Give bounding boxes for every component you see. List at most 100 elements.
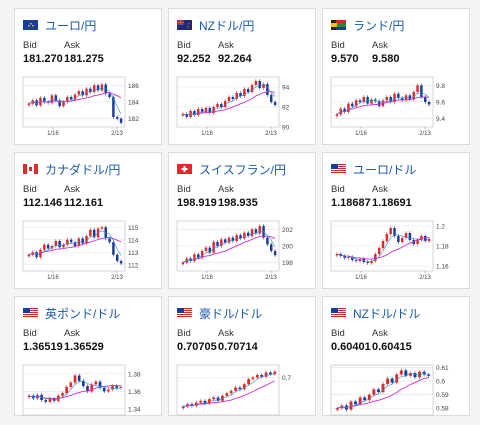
rate-chart[interactable]: 1.381.361.34: [21, 361, 143, 425]
rate-chart[interactable]: 94 92 90 1/16 2/13: [175, 73, 297, 137]
short-moving-average-line: [336, 92, 430, 115]
x-tick-label: 2/13: [419, 131, 431, 137]
candle-body: [270, 95, 273, 102]
currency-pair-title[interactable]: NZドル/円: [177, 17, 254, 33]
candle-body: [422, 371, 426, 375]
y-tick-label: 1.2: [436, 224, 445, 231]
candle-body: [424, 97, 427, 102]
candle-body: [234, 387, 237, 391]
candle-body: [408, 233, 412, 240]
y-tick-label: 1.38: [128, 371, 141, 378]
currency-pair-label[interactable]: ユーロ/円: [45, 18, 97, 33]
candle-body: [266, 237, 269, 245]
moving-average-line: [28, 384, 121, 400]
currency-pair-title[interactable]: ユーロ/ドル: [331, 161, 416, 177]
ca-flag-icon: [23, 164, 38, 174]
candle-body: [107, 389, 110, 392]
candle-body: [208, 247, 212, 253]
rate-chart[interactable]: 0.61 0.6 0.59 0.58: [329, 361, 451, 425]
candle-body: [77, 91, 81, 95]
candle-body: [43, 244, 46, 250]
bid-label: Bid: [177, 328, 191, 339]
bid-label: Bid: [331, 40, 345, 51]
candle-body: [108, 238, 111, 243]
currency-pair-title[interactable]: 豪ドル/ドル: [177, 305, 262, 321]
currency-pair-title[interactable]: NZドル/ドル: [331, 305, 420, 321]
rate-chart[interactable]: 115 114 113 112 1/16 2/13: [21, 217, 143, 281]
candle-body: [81, 238, 84, 244]
candle-body: [385, 234, 389, 241]
candle-body: [416, 85, 419, 92]
candle-body: [389, 97, 392, 102]
currency-pair-label[interactable]: 豪ドル/ドル: [199, 306, 263, 321]
short-moving-average-line: [182, 84, 276, 116]
currency-card[interactable]: NZドル/円 Bid Ask 92.252 92.264 94 92 90 1/16 2/13: [168, 8, 316, 145]
ch-flag-icon: [177, 164, 192, 174]
candle-body: [273, 251, 277, 256]
rate-chart[interactable]: 202 200 198 1/16 2/13: [175, 217, 297, 281]
candle-body: [96, 85, 100, 91]
candle-body: [54, 241, 58, 246]
currency-card[interactable]: 英ポンド/ドル Bid Ask 1.36519 1.36529 1.38 1.36 1.34: [14, 296, 162, 416]
rate-chart[interactable]: 186 184 182 1/16 2/13: [21, 73, 143, 137]
currency-pair-title[interactable]: ユーロ/円: [23, 17, 96, 33]
candle-body: [212, 397, 216, 400]
ask-value: 1.18691: [372, 197, 412, 209]
currency-pair-label[interactable]: NZドル/円: [199, 18, 255, 33]
candle-body: [381, 241, 385, 248]
currency-pair-label[interactable]: ランド/円: [353, 18, 405, 33]
ask-value: 92.264: [218, 53, 252, 65]
candle-body: [197, 109, 200, 115]
bid-label: Bid: [177, 40, 191, 51]
currency-card[interactable]: ユーロ/ドル Bid Ask 1.18687 1.18691 1.2 1.18 1.16 1/1…: [322, 152, 470, 289]
currency-pair-title[interactable]: 英ポンド/ドル: [23, 305, 120, 321]
candle-body: [92, 85, 96, 92]
candle-body: [273, 371, 277, 375]
candle-body: [227, 237, 231, 243]
bid-value: 1.18687: [331, 197, 371, 209]
bid-value: 1.36519: [23, 341, 63, 353]
candle-body: [58, 100, 61, 107]
currency-pair-label[interactable]: カナダドル/円: [45, 162, 121, 177]
rate-chart[interactable]: 0.7: [175, 361, 297, 425]
candle-body: [199, 400, 203, 403]
currency-card[interactable]: NZドル/ドル Bid Ask 0.60401 0.60415 0.61 0.6 0.59 0.…: [322, 296, 470, 416]
candle-body: [358, 397, 362, 405]
candle-body: [27, 395, 31, 398]
currency-pair-label[interactable]: スイスフラン/円: [199, 162, 286, 177]
currency-card[interactable]: ランド/円 Bid Ask 9.570 9.580 9.8 9.6 9.4 1/16 2/13: [322, 8, 470, 145]
bid-ask-block: Bid Ask 92.252 92.264: [177, 40, 259, 65]
candle-body: [264, 372, 268, 377]
currency-pair-title[interactable]: ランド/円: [331, 17, 404, 33]
ask-label: Ask: [372, 40, 388, 51]
currency-card[interactable]: カナダドル/円 Bid Ask 112.146 112.161 115 114 113 112 1…: [14, 152, 162, 289]
candle-body: [427, 374, 431, 376]
us-flag-icon: [177, 308, 192, 318]
currency-pair-title[interactable]: スイスフラン/円: [177, 161, 286, 177]
candle-body: [385, 97, 389, 101]
short-moving-average-line: [337, 373, 429, 409]
currency-pair-title[interactable]: カナダドル/円: [23, 161, 120, 177]
us-flag-icon: [331, 308, 346, 318]
y-tick-label: 94: [282, 85, 290, 92]
candle-body: [347, 257, 350, 258]
candle-body: [216, 241, 219, 246]
candle-body: [242, 384, 246, 390]
ask-value: 1.36529: [64, 341, 104, 353]
currency-pair-label[interactable]: NZドル/ドル: [353, 306, 421, 321]
bid-value: 0.70705: [177, 341, 217, 353]
y-tick-label: 186: [128, 83, 139, 90]
candle-body: [200, 109, 204, 112]
rate-chart[interactable]: 1.2 1.18 1.16 1/16 2/13: [329, 217, 451, 281]
currency-card[interactable]: ユーロ/円 Bid Ask 181.270 181.275 186 184 182 1/16 2/…: [14, 8, 162, 145]
candle-body: [347, 103, 350, 112]
rate-chart[interactable]: 9.8 9.6 9.4 1/16 2/13: [329, 73, 451, 137]
currency-card[interactable]: 豪ドル/ドル Bid Ask 0.70705 0.70714 0.7: [168, 296, 316, 416]
candle-body: [424, 236, 427, 241]
currency-pair-label[interactable]: 英ポンド/ドル: [45, 306, 121, 321]
currency-card[interactable]: スイスフラン/円 Bid Ask 198.919 198.935 202 200 198 1/1…: [168, 152, 316, 289]
candle-body: [393, 228, 396, 236]
candle-body: [376, 389, 380, 393]
currency-pair-label[interactable]: ユーロ/ドル: [353, 162, 417, 177]
candle-body: [194, 402, 198, 406]
